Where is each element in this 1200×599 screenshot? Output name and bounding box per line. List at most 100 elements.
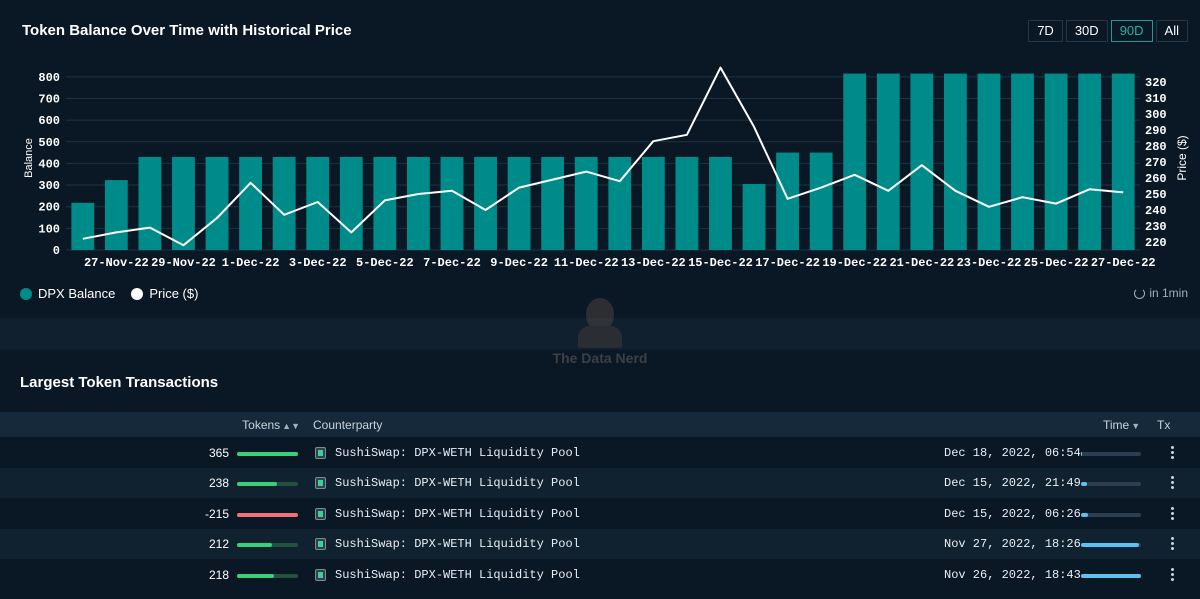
panel-divider (0, 318, 1200, 350)
y2-tick-label: 270 (1145, 156, 1167, 170)
x-tick-label: 5-Dec-22 (356, 256, 414, 270)
x-tick-label: 21-Dec-22 (889, 256, 954, 270)
legend-dot-price-icon (131, 287, 144, 300)
balance-bar (71, 202, 95, 250)
balance-bar (406, 156, 430, 250)
table-row[interactable]: 365 SushiSwap: DPX-WETH Liquidity Pool Dec… (0, 438, 1200, 468)
balance-bar (910, 73, 934, 250)
balance-bar (1111, 73, 1135, 250)
counterparty-link[interactable]: SushiSwap: DPX-WETH Liquidity Pool (335, 476, 580, 491)
amount-bar-fill (237, 452, 298, 456)
time-bar-fill (1081, 543, 1140, 548)
refresh-text: in 1min (1149, 286, 1188, 300)
watermark: The Data Nerd (540, 296, 660, 366)
y2-axis-title: Price ($) (1175, 135, 1189, 180)
kebab-menu-icon[interactable] (1166, 566, 1178, 584)
x-tick-label: 27-Dec-22 (1091, 256, 1156, 270)
legend-item-balance[interactable]: DPX Balance (20, 286, 115, 301)
x-tick-label: 27-Nov-22 (84, 256, 149, 270)
kebab-menu-icon[interactable] (1166, 535, 1178, 553)
y2-tick-label: 300 (1145, 108, 1167, 122)
table-row[interactable]: 238 SushiSwap: DPX-WETH Liquidity Pool Dec… (0, 468, 1200, 499)
balance-bar (809, 152, 833, 250)
tx-time: Dec 18, 2022, 06:54 (944, 446, 1081, 460)
balance-bar (104, 180, 128, 250)
y2-tick-label: 220 (1145, 236, 1167, 250)
amount-bar-fill (237, 573, 274, 578)
y2-tick-label: 310 (1145, 92, 1167, 106)
x-tick-label: 17-Dec-22 (755, 256, 820, 270)
amount-bar (237, 543, 298, 548)
balance-bar (675, 156, 699, 250)
x-tick-label: 25-Dec-22 (1024, 256, 1089, 270)
token-amount: -215 (204, 506, 229, 521)
y2-tick-label: 280 (1145, 140, 1167, 154)
y-tick-label: 700 (38, 92, 60, 106)
balance-bar (373, 156, 397, 250)
refresh-indicator: in 1min (1134, 286, 1188, 300)
time-bar-fill (1081, 512, 1089, 517)
counterparty-link[interactable]: SushiSwap: DPX-WETH Liquidity Pool (335, 537, 580, 552)
amount-bar (237, 512, 298, 517)
column-header-tokens[interactable]: Tokens ▲▼ (242, 418, 300, 432)
y-tick-label: 100 (38, 222, 60, 236)
y-tick-label: 400 (38, 157, 60, 171)
y2-tick-label: 260 (1145, 172, 1167, 186)
kebab-menu-icon[interactable] (1166, 505, 1178, 523)
sort-down-icon: ▼ (1131, 421, 1141, 431)
watermark-avatar-icon (576, 296, 624, 348)
table-row[interactable]: -215 SushiSwap: DPX-WETH Liquidity Pool De… (0, 499, 1200, 529)
balance-bar (876, 73, 900, 250)
x-tick-label: 15-Dec-22 (688, 256, 753, 270)
column-header-time[interactable]: Time ▼ (1103, 418, 1140, 432)
contract-icon (315, 447, 326, 459)
time-bar (1081, 452, 1141, 456)
kebab-menu-icon[interactable] (1166, 474, 1178, 492)
range-7d-button[interactable]: 7D (1028, 20, 1063, 42)
y2-tick-label: 290 (1145, 124, 1167, 138)
x-tick-label: 29-Nov-22 (151, 256, 216, 270)
table-row[interactable]: 218 SushiSwap: DPX-WETH Liquidity Pool Nov… (0, 560, 1200, 590)
time-bar-fill (1081, 452, 1083, 456)
y2-tick-label: 250 (1145, 188, 1167, 202)
y-tick-label: 600 (38, 114, 60, 128)
balance-bar (1011, 73, 1034, 250)
table-row[interactable]: 212 SushiSwap: DPX-WETH Liquidity Pool Nov… (0, 529, 1200, 560)
chart-legend: DPX Balance Price ($) (20, 286, 198, 301)
tx-time: Nov 26, 2022, 18:43 (944, 567, 1081, 582)
kebab-menu-icon[interactable] (1166, 444, 1178, 462)
balance-bar (272, 156, 296, 250)
contract-icon (315, 477, 326, 490)
x-tick-label: 11-Dec-22 (554, 256, 619, 270)
x-tick-label: 9-Dec-22 (490, 256, 548, 270)
y-tick-label: 500 (38, 136, 60, 150)
y-tick-label: 0 (53, 244, 60, 258)
counterparty-link[interactable]: SushiSwap: DPX-WETH Liquidity Pool (335, 567, 580, 582)
x-tick-label: 23-Dec-22 (957, 256, 1022, 270)
time-bar (1081, 543, 1141, 548)
balance-bar (977, 73, 1001, 250)
y2-tick-label: 240 (1145, 204, 1167, 218)
range-all-button[interactable]: All (1155, 20, 1188, 42)
column-header-time-label: Time (1103, 418, 1130, 432)
amount-bar (237, 573, 298, 578)
token-amount: 238 (208, 476, 229, 491)
y-axis-title: Balance (23, 138, 35, 178)
balance-bar (440, 156, 464, 250)
tx-time: Dec 15, 2022, 21:49 (944, 476, 1081, 491)
price-line (82, 66, 1124, 247)
x-tick-label: 1-Dec-22 (222, 256, 280, 270)
time-bar-fill (1081, 482, 1087, 487)
balance-bar (776, 152, 800, 250)
legend-item-price[interactable]: Price ($) (131, 286, 198, 301)
legend-dot-balance-icon (20, 287, 32, 300)
counterparty-link[interactable]: SushiSwap: DPX-WETH Liquidity Pool (335, 446, 580, 460)
counterparty-link[interactable]: SushiSwap: DPX-WETH Liquidity Pool (335, 506, 580, 521)
amount-bar (237, 452, 298, 456)
token-amount: 365 (208, 446, 229, 460)
sort-updown-icon: ▲▼ (282, 421, 300, 431)
range-90d-button[interactable]: 90D (1110, 20, 1153, 42)
balance-bar (172, 156, 195, 250)
balance-bar (943, 73, 967, 250)
range-30d-button[interactable]: 30D (1065, 20, 1108, 42)
